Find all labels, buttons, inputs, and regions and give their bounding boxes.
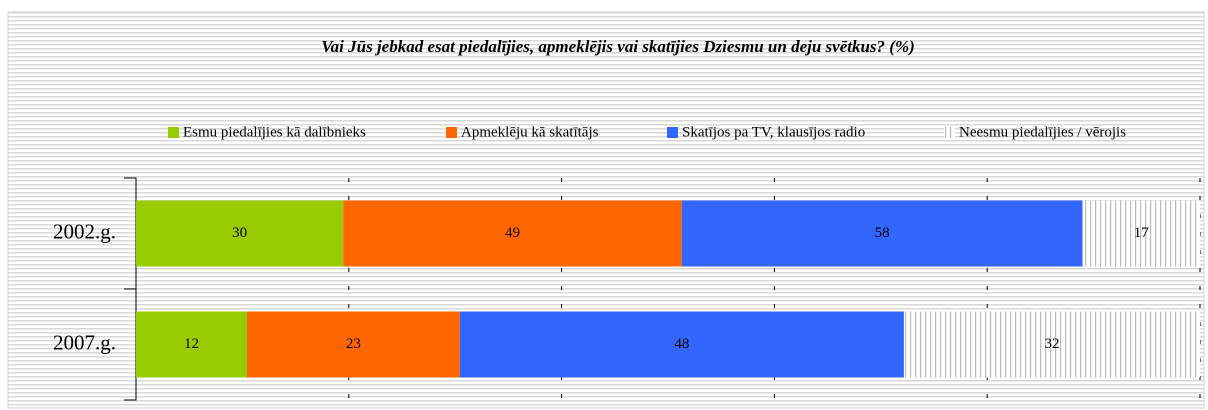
y-tick-label: 2002.g. (53, 219, 116, 243)
legend-label: Apmeklēju kā skatītājs (461, 124, 599, 140)
bar-segment (247, 311, 460, 378)
bar-segment (681, 200, 1083, 267)
bar-segment (1082, 200, 1200, 267)
y-tick-label: 2007.g. (53, 330, 116, 354)
bar-segment (136, 200, 344, 267)
chart-title: Vai Jūs jebkad esat piedalījies, apmeklē… (321, 37, 915, 56)
bar-segment (903, 311, 1200, 378)
legend-label: Esmu piedalījies kā dalībnieks (183, 124, 366, 140)
bar-segment (459, 311, 904, 378)
data-label: 17 (1134, 225, 1150, 241)
bar-segment (136, 311, 248, 378)
data-label: 12 (184, 336, 199, 352)
data-label: 58 (875, 225, 890, 241)
legend-swatch (446, 127, 457, 138)
legend-swatch (944, 127, 955, 138)
legend-swatch (667, 127, 678, 138)
data-label: 30 (232, 225, 247, 241)
data-label: 23 (346, 336, 361, 352)
data-label: 32 (1044, 336, 1059, 352)
legend-label: Skatījos pa TV, klausījos radio (682, 124, 865, 140)
bar-segment (343, 200, 682, 267)
legend-label: Neesmu piedalījies / vērojis (959, 124, 1126, 140)
data-label: 48 (674, 336, 689, 352)
legend-swatch (168, 127, 179, 138)
data-label: 49 (505, 225, 520, 241)
